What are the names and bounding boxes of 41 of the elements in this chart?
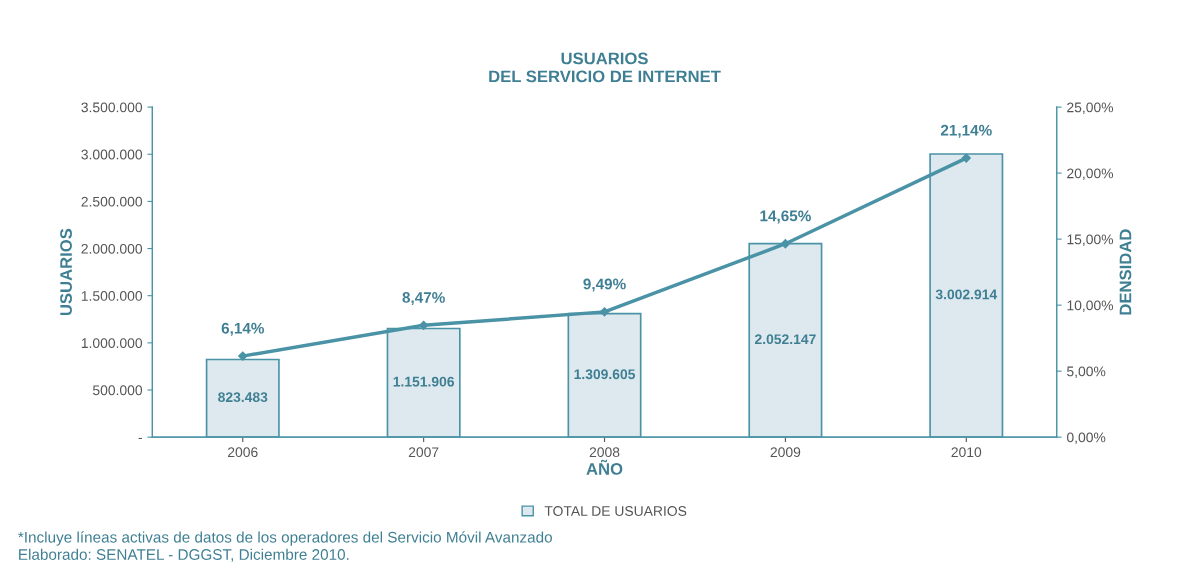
data-label: 823.483 xyxy=(218,392,268,403)
legend-label: TOTAL DE USUARIOS xyxy=(544,506,687,516)
point xyxy=(961,153,971,163)
point xyxy=(599,307,610,317)
y2-tick-label: 5,00% xyxy=(1067,366,1106,378)
y-tick-label: 1.500.000 xyxy=(81,291,143,301)
x-tick-label: 2008 xyxy=(589,447,620,458)
point xyxy=(419,320,429,330)
y-tick-label: 3.000.000 xyxy=(81,149,143,160)
y-axis-title: USUARIOS xyxy=(60,228,72,316)
chart-title: USUARIOS DEL SERVICIO DE INTERNET xyxy=(489,52,721,83)
data-label: 14,65% xyxy=(760,210,811,224)
data-label: 21,14% xyxy=(940,124,992,138)
x-tick-label: 2010 xyxy=(951,447,982,458)
y2-tick-label: 20,00% xyxy=(1067,168,1114,180)
text: *Incluye líneas activas de datos de los operadores del Servicio Móvil Avanzado xyxy=(18,531,552,546)
data-label: 1.309.605 xyxy=(574,369,636,380)
data-label: 6,14% xyxy=(221,322,265,336)
x-tick-label: 2006 xyxy=(228,447,258,458)
y-tick-label: 1.000.000 xyxy=(81,338,143,349)
y-tick-label: 500.000 xyxy=(92,385,143,396)
y-tick-label: 3.500.000 xyxy=(81,102,143,113)
y2-tick-label: 0,00% xyxy=(1066,432,1106,444)
y2-tick-label: 15,00% xyxy=(1067,234,1114,246)
data-label: 9,49% xyxy=(583,278,626,292)
y2-tick-label: 25,00% xyxy=(1067,102,1114,114)
data-label: 3.002.914 xyxy=(935,289,998,300)
y-tick-label: 2.000.000 xyxy=(81,243,143,254)
data-label: 1.151.906 xyxy=(393,376,455,387)
x-axis-title: AÑO xyxy=(586,459,623,475)
text: Elaborado: SENATEL - DGGST, Diciembre 2010. xyxy=(19,548,349,562)
point xyxy=(238,351,248,361)
x-tick-label: 2007 xyxy=(408,447,439,458)
y2-tick-label: 10,00% xyxy=(1067,300,1114,312)
data-label: 8,47% xyxy=(402,292,445,306)
x-tick-label: 2009 xyxy=(770,447,801,458)
data-label: 2.052.147 xyxy=(754,334,816,345)
point xyxy=(780,239,791,249)
y-tick-label: 2.500.000 xyxy=(81,196,143,207)
y2-axis-title: DENSIDAD xyxy=(1119,229,1132,315)
y-tick-label: - xyxy=(138,437,142,440)
